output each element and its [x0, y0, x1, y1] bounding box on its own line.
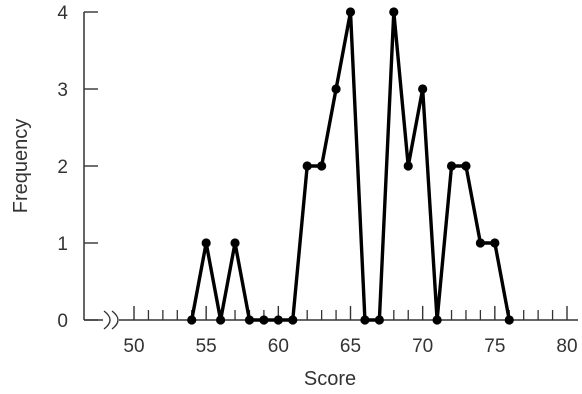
x-tick-label: 55 [196, 336, 217, 357]
x-tick-label: 50 [123, 336, 144, 357]
series-group [187, 7, 514, 325]
data-point [302, 161, 312, 171]
data-point [446, 161, 457, 171]
data-point [201, 238, 211, 248]
y-axis-title: Frequency [10, 119, 32, 214]
x-tick-label: 75 [484, 336, 505, 357]
x-tick-label: 65 [340, 336, 361, 357]
axis-break-marker [103, 310, 119, 330]
y-ticks: 0 1 2 3 4 [57, 3, 98, 332]
data-point [418, 84, 428, 94]
y-tick-label: 4 [57, 3, 68, 24]
data-point [374, 315, 384, 325]
data-point [403, 161, 413, 171]
x-axis [84, 310, 578, 330]
data-point [345, 7, 356, 17]
x-tick-label: 80 [556, 336, 577, 357]
data-point [504, 315, 514, 325]
y-tick-label: 1 [57, 234, 68, 255]
data-point [317, 161, 327, 171]
y-tick-label: 2 [57, 157, 68, 178]
y-tick-label: 3 [57, 80, 68, 101]
x-tick-label: 70 [412, 336, 433, 357]
data-point [389, 7, 399, 17]
data-point [244, 315, 255, 325]
x-tick-label: 60 [268, 336, 289, 357]
data-point [187, 315, 197, 325]
data-point [259, 315, 269, 325]
y-tick-label: 0 [57, 311, 68, 332]
data-point [331, 84, 341, 94]
data-point [273, 315, 283, 325]
data-point [475, 238, 485, 248]
x-axis-title: Score [304, 368, 356, 390]
data-point [432, 315, 442, 325]
data-point [360, 315, 370, 325]
data-point [461, 161, 471, 171]
x-ticks: 50 55 60 65 70 75 80 [123, 306, 578, 357]
data-point [230, 238, 240, 248]
data-point [288, 315, 298, 325]
data-point [490, 238, 500, 248]
data-point [216, 315, 226, 325]
